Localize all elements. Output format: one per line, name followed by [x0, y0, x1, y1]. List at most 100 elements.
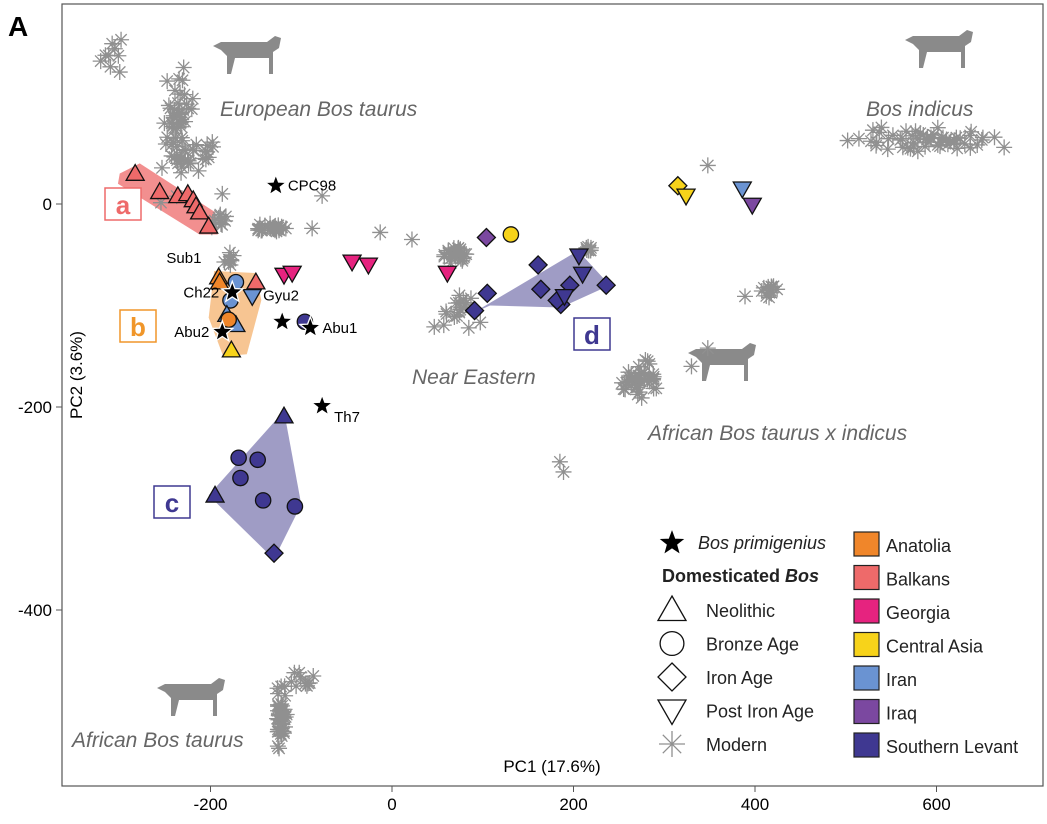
- modern-point: [645, 368, 662, 385]
- sample-point: [675, 188, 697, 207]
- modern-point: [106, 40, 123, 57]
- modern-point: [204, 214, 221, 231]
- sample-point: [242, 288, 263, 307]
- modern-point: [962, 139, 979, 156]
- modern-point: [305, 667, 322, 684]
- modern-point: [618, 374, 635, 391]
- modern-point: [440, 244, 457, 261]
- modern-point: [462, 290, 479, 307]
- modern-point: [111, 64, 128, 81]
- modern-point: [159, 73, 176, 90]
- legend-region-label: Southern Levant: [886, 737, 1018, 757]
- legend-region-label: Central Asia: [886, 637, 984, 657]
- y-tick-label: -200: [18, 398, 52, 417]
- modern-point: [162, 100, 179, 117]
- modern-point: [277, 687, 294, 704]
- modern-point: [194, 150, 211, 167]
- modern-point: [292, 668, 309, 685]
- sample-point: [264, 543, 284, 564]
- modern-point: [173, 150, 190, 167]
- cluster-box-b: [119, 309, 157, 343]
- legend-title-plain: Domesticated: [662, 566, 785, 586]
- modern-point: [446, 308, 463, 325]
- group-annotation: European Bos taurus: [220, 98, 418, 121]
- modern-point: [996, 139, 1013, 156]
- modern-point: [862, 133, 879, 150]
- cow-icon: [213, 36, 281, 74]
- sample-label: Gyu2: [263, 287, 299, 304]
- x-tick-label: -200: [193, 795, 227, 814]
- modern-point: [286, 664, 303, 681]
- legend-region-label: Iraq: [886, 704, 917, 724]
- modern-point: [884, 127, 901, 144]
- modern-point: [214, 185, 231, 202]
- modern-samples: [92, 31, 1013, 757]
- modern-point: [197, 151, 214, 168]
- legend-period-label: Post Iron Age: [706, 702, 814, 722]
- legend-swatch: [853, 531, 880, 557]
- modern-point: [165, 107, 182, 124]
- modern-point: [270, 217, 287, 234]
- sample-point: [220, 311, 237, 329]
- sample-point: [209, 271, 230, 290]
- legend-swatch: [853, 698, 880, 725]
- modern-point: [273, 219, 290, 236]
- modern-point: [163, 136, 180, 153]
- ancient-samples: [125, 163, 763, 564]
- legend-region-label: Anatolia: [886, 536, 952, 556]
- modern-point: [152, 194, 169, 211]
- modern-point: [173, 129, 190, 146]
- modern-point: [938, 131, 955, 148]
- sample-label: Abu2: [174, 324, 209, 341]
- modern-point: [102, 58, 119, 75]
- group-annotation: Bos indicus: [866, 98, 974, 121]
- modern-point: [204, 134, 221, 151]
- sample-point: [437, 265, 458, 284]
- legend-domesticated-title: Domesticated Bos: [662, 566, 819, 586]
- modern-point: [204, 138, 221, 155]
- modern-point: [166, 148, 183, 165]
- modern-point: [225, 247, 242, 264]
- modern-point: [633, 389, 650, 406]
- modern-point: [276, 678, 293, 695]
- modern-point: [929, 119, 946, 136]
- sample-point: [358, 257, 379, 276]
- legend-region-label: Balkans: [886, 570, 950, 590]
- modern-point: [699, 340, 716, 357]
- modern-point: [942, 133, 959, 150]
- modern-point: [648, 380, 665, 397]
- modern-point: [644, 371, 661, 388]
- modern-point: [629, 379, 646, 396]
- modern-point: [458, 246, 475, 263]
- y-tick-label: -400: [18, 601, 52, 620]
- modern-point: [880, 130, 897, 147]
- sample-point: [189, 201, 210, 220]
- cluster-box-a: [104, 187, 142, 221]
- plot-frame: [61, 3, 1044, 787]
- legend-region-label: Georgia: [886, 603, 951, 623]
- legend-region-label: Iran: [886, 670, 917, 690]
- modern-point: [274, 697, 291, 714]
- modern-point: [906, 134, 923, 151]
- modern-point: [180, 155, 197, 172]
- modern-point: [166, 120, 183, 137]
- modern-point: [110, 47, 127, 64]
- modern-point: [160, 97, 177, 114]
- modern-point: [190, 162, 207, 179]
- sample-point: [568, 248, 590, 267]
- modern-point: [879, 141, 896, 158]
- modern-point: [288, 678, 305, 695]
- modern-point: [442, 255, 459, 272]
- bos-primigenius-star: [269, 308, 295, 333]
- modern-point: [182, 155, 199, 172]
- modern-point: [304, 220, 321, 237]
- sample-label: CPC98: [288, 178, 336, 195]
- modern-point: [170, 155, 187, 172]
- modern-point: [177, 113, 194, 130]
- modern-point: [850, 130, 867, 147]
- legend-period-label: Iron Age: [706, 668, 773, 688]
- modern-point: [256, 217, 273, 234]
- axes: -200 0 200 400 600 0 -200 -400 PC1 (17.6%) PC2 (3…: [18, 195, 951, 814]
- modern-point: [163, 147, 180, 164]
